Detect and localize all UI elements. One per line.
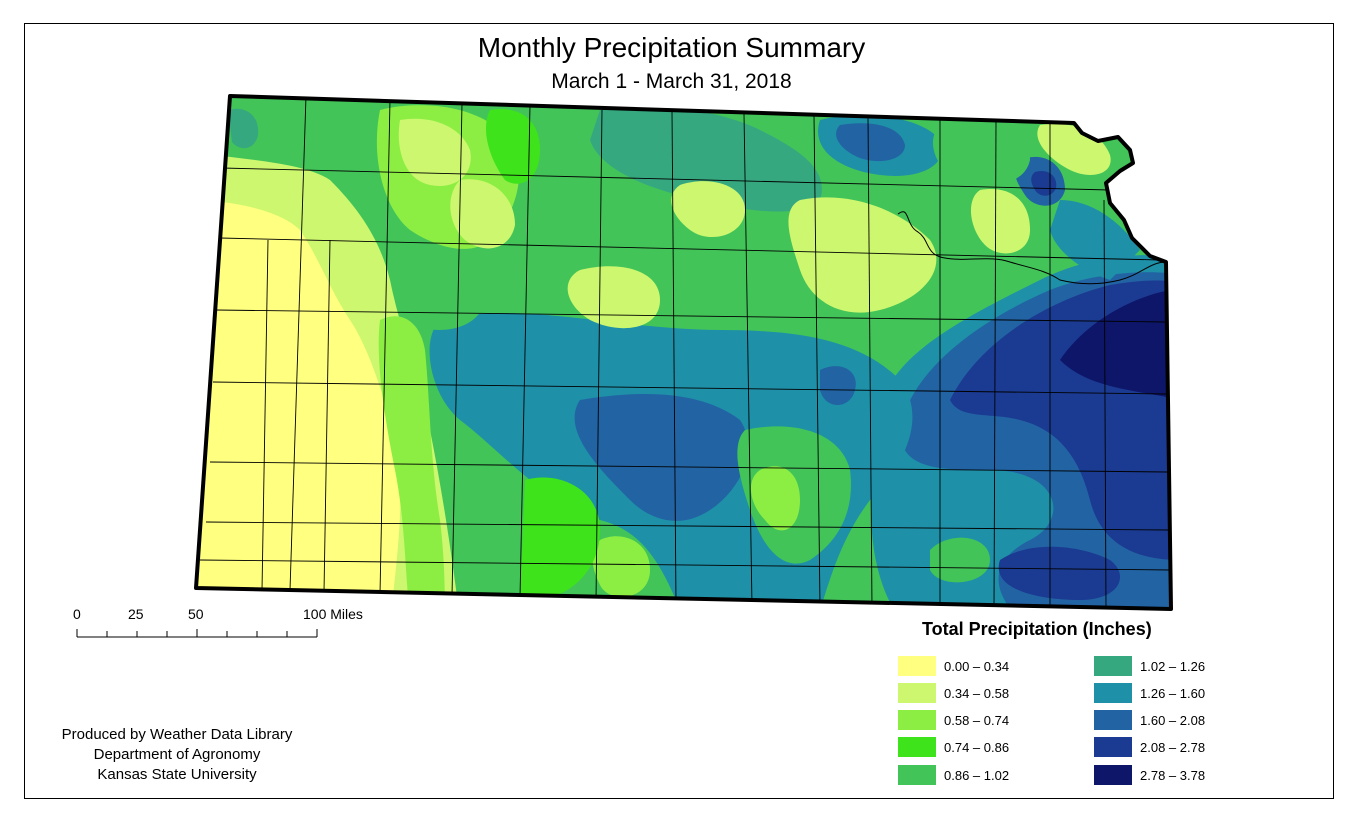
zone-se-5 xyxy=(998,546,1120,600)
zone-nw-2 xyxy=(398,118,471,186)
legend-swatch xyxy=(898,710,936,730)
zone-ne-6 xyxy=(1050,200,1140,280)
legend-label: 0.74 – 0.86 xyxy=(944,740,1010,755)
legend-label: 2.78 – 3.78 xyxy=(1140,768,1206,783)
zone-se-4 xyxy=(1060,290,1171,400)
scale-tick-label: 25 xyxy=(128,606,144,622)
zone-ne-5 xyxy=(932,123,1030,185)
legend-swatch xyxy=(1094,656,1132,676)
zone-nc-5 xyxy=(788,197,937,313)
legend-label: 1.26 – 1.60 xyxy=(1140,686,1206,701)
credit-line: Kansas State University xyxy=(97,766,257,783)
map-title: Monthly Precipitation Summary xyxy=(477,32,866,63)
scale-bar xyxy=(76,629,318,638)
legend-title: Total Precipitation (Inches) xyxy=(922,619,1152,639)
zone-nc-1 xyxy=(590,106,822,212)
scale-tick-label: 100 Miles xyxy=(303,606,363,622)
zone-nc-4 xyxy=(671,181,745,238)
county-boundaries xyxy=(199,96,1171,609)
legend-swatch xyxy=(1094,737,1132,757)
precipitation-zones xyxy=(196,96,1171,609)
legend-label: 1.60 – 2.08 xyxy=(1140,713,1206,728)
credit-line: Produced by Weather Data Library xyxy=(61,726,293,743)
zone-sc-1 xyxy=(592,536,650,597)
zone-nw-4 xyxy=(485,109,540,184)
legend-swatch xyxy=(1094,710,1132,730)
scale-tick-label: 50 xyxy=(188,606,204,622)
zone-wc-1 xyxy=(375,246,485,330)
zone-nw-6 xyxy=(228,108,259,149)
legend-swatch xyxy=(1094,683,1132,703)
map-frame xyxy=(24,23,1334,799)
legend-label: 0.86 – 1.02 xyxy=(944,768,1010,783)
zone-central-2 xyxy=(574,394,749,521)
zone-west-0 xyxy=(196,200,401,609)
legend-label: 2.08 – 2.78 xyxy=(1140,740,1206,755)
legend-label: 0.34 – 0.58 xyxy=(944,686,1010,701)
zone-west-2 xyxy=(378,316,445,609)
river-line xyxy=(897,211,1167,285)
zone-nw-3 xyxy=(450,179,515,249)
legend-swatch xyxy=(898,656,936,676)
zone-sc-2 xyxy=(520,477,600,600)
credit-line: Department of Agronomy xyxy=(93,746,261,763)
map-subtitle: March 1 - March 31, 2018 xyxy=(551,70,792,93)
zone-se-6 xyxy=(930,537,990,583)
zone-nc-6 xyxy=(567,266,660,329)
legend-swatch xyxy=(898,765,936,785)
legend-swatch xyxy=(1094,765,1132,785)
legend-swatch xyxy=(898,737,936,757)
zone-central-4 xyxy=(750,466,800,531)
scale-tick-label: 0 xyxy=(73,606,81,622)
legend-swatch xyxy=(898,683,936,703)
zone-nc-3 xyxy=(836,123,905,162)
zone-central-5 xyxy=(820,366,856,405)
state-outline xyxy=(194,94,1173,611)
legend-label: 0.58 – 0.74 xyxy=(944,713,1010,728)
legend-label: 0.00 – 0.34 xyxy=(944,659,1010,674)
legend-label: 1.02 – 1.26 xyxy=(1140,659,1206,674)
zone-ne-1 xyxy=(970,189,1030,254)
